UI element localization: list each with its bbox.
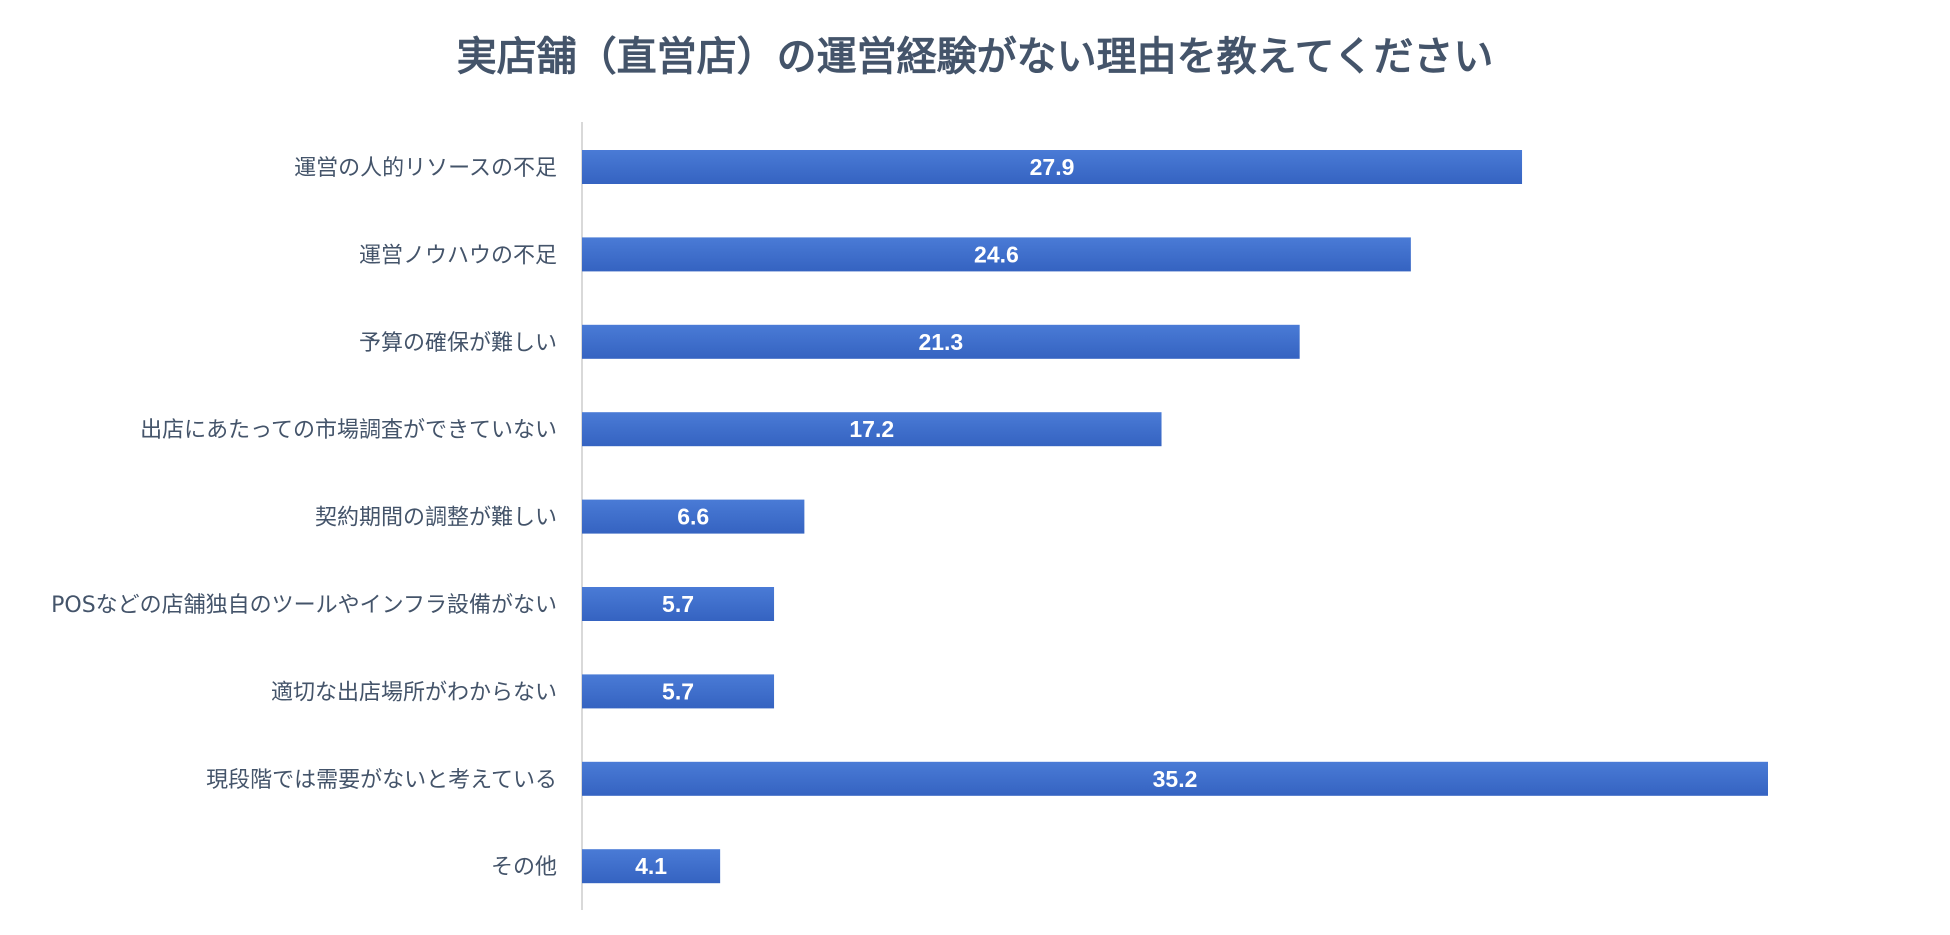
bar	[582, 237, 1411, 272]
category-label: 予算の確保が難しい	[359, 331, 557, 356]
bar	[582, 324, 1300, 359]
category-label: 出店にあたっての市場調査ができていない	[140, 418, 557, 443]
category-label: 適切な出店場所がわからない	[271, 680, 557, 705]
bar	[582, 412, 1162, 447]
category-label: 運営ノウハウの不足	[359, 243, 557, 268]
category-labels: 運営の人的リソースの不足運営ノウハウの不足予算の確保が難しい出店にあたっての市場…	[51, 156, 557, 880]
chart-title: 実店舗（直営店）の運営経験がない理由を教えてください	[457, 34, 1494, 80]
data-label: 5.7	[662, 591, 694, 617]
category-label: 契約期間の調整が難しい	[315, 506, 557, 531]
category-label: 現段階では需要がないと考えている	[206, 768, 557, 793]
category-label: その他	[491, 855, 557, 880]
bars	[582, 150, 1768, 884]
bar	[582, 849, 721, 884]
data-label: 35.2	[1153, 766, 1198, 792]
bar	[582, 150, 1523, 184]
bar	[582, 499, 805, 534]
data-labels: 27.9 24.6 21.3 17.2 6.6 5.7 5.7 35.2 4.1	[635, 154, 1197, 879]
data-label: 6.6	[677, 504, 709, 530]
data-label: 21.3	[918, 329, 963, 355]
category-label: POSなどの店舗独自のツールやインフラ設備がない	[51, 593, 557, 618]
data-label: 27.9	[1030, 154, 1075, 180]
data-label: 17.2	[849, 416, 894, 442]
data-label: 5.7	[662, 678, 694, 704]
bar	[582, 761, 1768, 796]
bar	[582, 674, 775, 709]
data-label: 4.1	[635, 853, 667, 879]
bar	[582, 587, 775, 621]
category-label: 運営の人的リソースの不足	[294, 156, 557, 181]
data-label: 24.6	[974, 241, 1019, 267]
